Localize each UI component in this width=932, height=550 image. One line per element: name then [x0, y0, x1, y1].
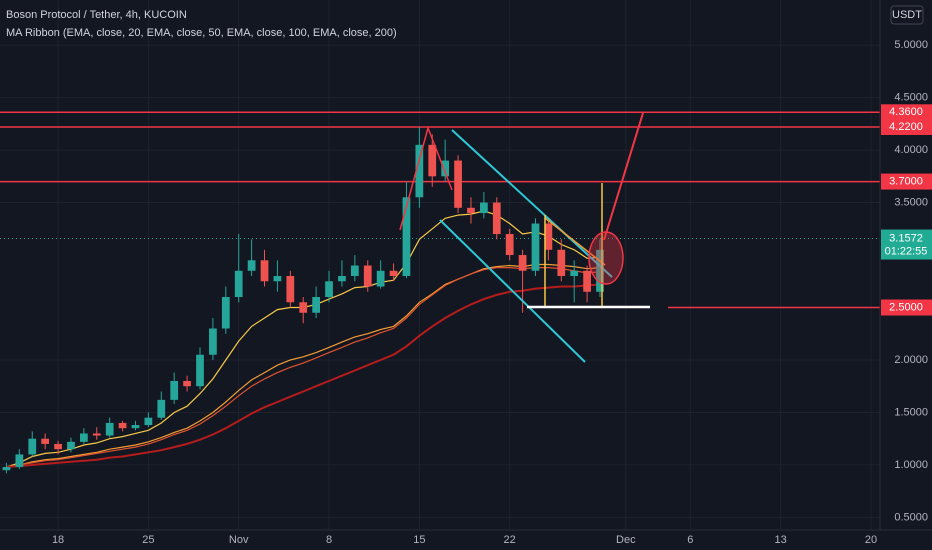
y-tick-label: 1.0000: [894, 459, 928, 471]
candle-body: [92, 433, 101, 436]
channel-line: [451, 129, 613, 278]
candle-body: [2, 467, 11, 471]
level-label: 4.2200: [889, 121, 923, 133]
y-tick-label: 3.5000: [894, 196, 928, 208]
ema-line: [6, 283, 601, 468]
level-label-box: [881, 118, 932, 135]
candle-body: [583, 270, 591, 292]
level-label-box: [881, 173, 932, 190]
candle-body: [118, 422, 127, 429]
candle-body: [312, 297, 320, 313]
x-tick-label: 15: [413, 534, 425, 546]
candle-body: [544, 223, 553, 250]
candle-body: [286, 276, 295, 303]
level-label: 2.5000: [889, 301, 923, 313]
candle-body: [273, 276, 282, 282]
candle-body: [570, 270, 579, 277]
candle-body: [325, 281, 333, 298]
level-label-box: [881, 299, 932, 316]
candle-body: [131, 425, 140, 429]
level-label: 3.7000: [889, 175, 923, 187]
last-price-label: 3.1572: [889, 232, 923, 244]
candle-body: [234, 270, 243, 298]
x-tick-label: 25: [142, 534, 154, 546]
drawings: [399, 112, 650, 363]
candle-body: [54, 443, 62, 450]
candle-body: [67, 441, 75, 450]
y-tick-label: 4.0000: [894, 144, 928, 156]
candle-body: [183, 380, 191, 387]
levels: [0, 111, 880, 309]
candle-body: [209, 328, 217, 355]
candle-body: [338, 276, 346, 282]
candle-body: [80, 433, 88, 442]
candle-body: [518, 255, 527, 271]
y-tick-label: 1.5000: [894, 406, 928, 418]
price-axis: [880, 0, 932, 550]
candle-body: [467, 207, 475, 214]
x-tick-label: 13: [775, 534, 787, 546]
candle-body: [505, 234, 514, 256]
candle-body: [157, 399, 166, 418]
chart-title: Boson Protocol / Tether, 4h, KUCOIN: [6, 9, 187, 21]
level-label: 4.3600: [889, 106, 923, 118]
candle-body: [105, 422, 114, 436]
arrow-line: [603, 112, 644, 241]
ema-line: [6, 267, 601, 468]
candle-body: [260, 260, 269, 282]
highlight-ellipse: [588, 231, 624, 285]
candle-body: [454, 160, 462, 208]
x-tick-label: 20: [865, 534, 877, 546]
currency-box: [890, 5, 924, 25]
candle-body: [170, 380, 179, 400]
trend-line: [399, 125, 453, 231]
candle-body: [389, 270, 398, 277]
y-tick-label: 5.0000: [894, 39, 928, 51]
candle-body: [350, 265, 359, 277]
candle-body: [28, 438, 37, 455]
x-tick-label: Dec: [616, 534, 636, 546]
candle-body: [531, 223, 540, 271]
indicator-label: MA Ribbon (EMA, close, 20, EMA, close, 5…: [6, 27, 397, 39]
candle-body: [480, 202, 488, 214]
x-tick-label: 6: [687, 534, 693, 546]
channel-line: [439, 219, 586, 363]
candle-body: [376, 270, 385, 287]
candle-body: [144, 417, 153, 426]
level-label-box: [881, 104, 932, 121]
candles: [2, 126, 604, 474]
candle-body: [41, 438, 50, 444]
countdown-label: 01:22:55: [885, 245, 928, 257]
candle-body: [557, 249, 566, 277]
candle-body: [441, 160, 450, 177]
x-tick-label: 8: [326, 534, 332, 546]
x-tick-label: Nov: [229, 534, 249, 546]
last-price-box: [881, 229, 932, 260]
currency: USDT: [892, 9, 922, 21]
candle-body: [196, 354, 204, 387]
candle-body: [492, 202, 501, 235]
candle-body: [415, 144, 424, 198]
x-tick-label: 18: [52, 534, 64, 546]
y-tick-label: 0.5000: [894, 511, 928, 523]
candle-body: [428, 144, 437, 177]
y-tick-label: 2.0000: [894, 354, 928, 366]
candle-body: [15, 454, 24, 468]
axes: 5.0000 4.5000 4.0000 3.5000 2.0000 1.5000 1.00…: [52, 39, 932, 546]
trend-line: [544, 217, 606, 266]
y-tick-label: 4.5000: [894, 92, 928, 104]
candle-body: [596, 249, 604, 292]
ema-line: [6, 263, 601, 468]
x-tick-label: 22: [504, 534, 516, 546]
candle-body: [247, 260, 256, 271]
candle-body: [402, 197, 411, 277]
candle-body: [299, 302, 308, 313]
candle-body: [363, 265, 372, 287]
candle-body: [221, 297, 230, 329]
